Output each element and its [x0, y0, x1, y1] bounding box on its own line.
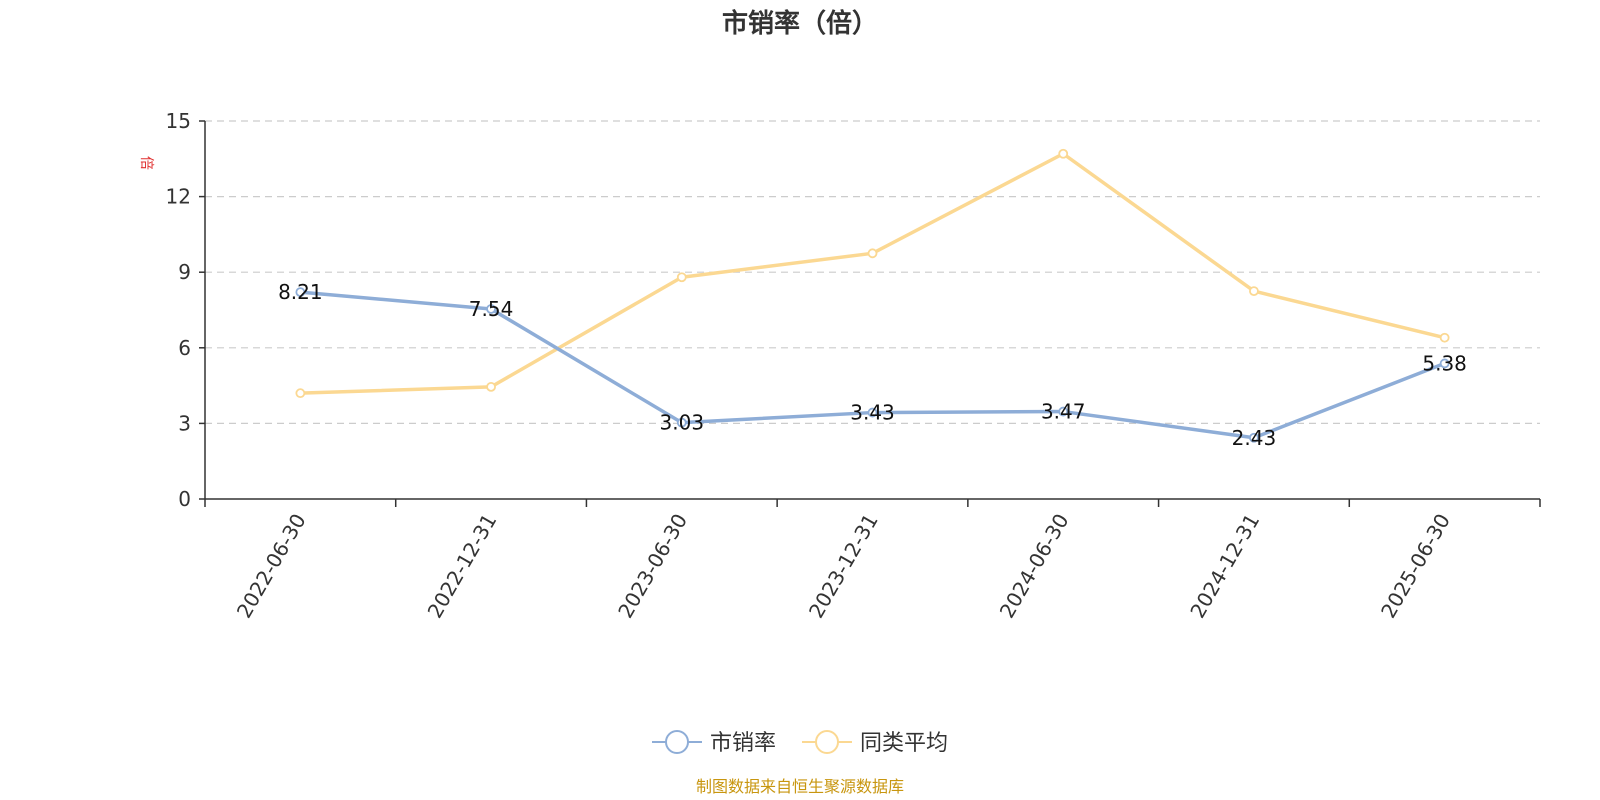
legend: 市销率 同类平均 [652, 730, 948, 756]
data-label: 3.47 [1041, 400, 1086, 424]
x-tick-label: 2023-12-31 [804, 510, 883, 623]
y-tick-label: 15 [166, 109, 191, 133]
data-label: 3.43 [850, 401, 895, 425]
data-point [867, 248, 878, 259]
data-point [486, 304, 496, 314]
legend-label: 市销率 [710, 731, 776, 756]
x-tick-label: 2022-12-31 [422, 510, 501, 623]
data-point [1058, 148, 1069, 159]
data-point [867, 407, 878, 418]
x-tick-label: 2023-06-30 [613, 510, 692, 623]
legend-marker [815, 730, 839, 754]
y-tick-label: 6 [178, 336, 191, 360]
y-tick-label: 9 [178, 260, 191, 284]
x-tick-label: 2022-06-30 [232, 510, 311, 623]
data-point [1439, 358, 1450, 369]
x-tick-label: 2025-06-30 [1376, 510, 1455, 623]
data-label: 3.03 [660, 411, 705, 435]
chart-title: 市销率（倍） [722, 8, 878, 39]
x-tick-label: 2024-06-30 [995, 510, 1074, 623]
data-label: 2.43 [1232, 426, 1277, 450]
gridlines [205, 120, 1540, 424]
y-tick-label: 3 [178, 411, 191, 435]
data-label: 5.38 [1422, 351, 1467, 375]
data-point [1058, 406, 1069, 417]
series-line [300, 152, 1446, 395]
legend-item: 同类平均 [802, 730, 948, 756]
y-axis-label: 倍 [138, 156, 154, 170]
legend-marker [665, 730, 689, 754]
legend-item: 市销率 [652, 730, 776, 756]
data-point [1439, 332, 1450, 343]
source-note: 制图数据来自恒生聚源数据库 [696, 777, 904, 796]
y-tick-label: 12 [166, 185, 191, 209]
series [295, 148, 1450, 443]
data-point [676, 272, 687, 283]
data-point [295, 388, 306, 399]
data-point [486, 381, 496, 392]
data-label: 7.54 [469, 297, 514, 321]
data-point [1249, 286, 1259, 297]
data-label: 8.21 [278, 280, 323, 304]
data-point [1249, 432, 1259, 443]
data-point [295, 287, 306, 298]
axes: 0 3 6 9 12 15 2022-06-30 2022-12-31 2023-06-30 20… [166, 109, 1541, 623]
legend-label: 同类平均 [860, 731, 948, 756]
data-point [676, 417, 687, 428]
data-labels: 8.21 7.54 3.03 3.43 3.47 2.43 5.38 [278, 280, 1467, 450]
y-tick-label: 0 [178, 487, 191, 511]
x-tick-label: 2024-12-31 [1185, 510, 1264, 623]
